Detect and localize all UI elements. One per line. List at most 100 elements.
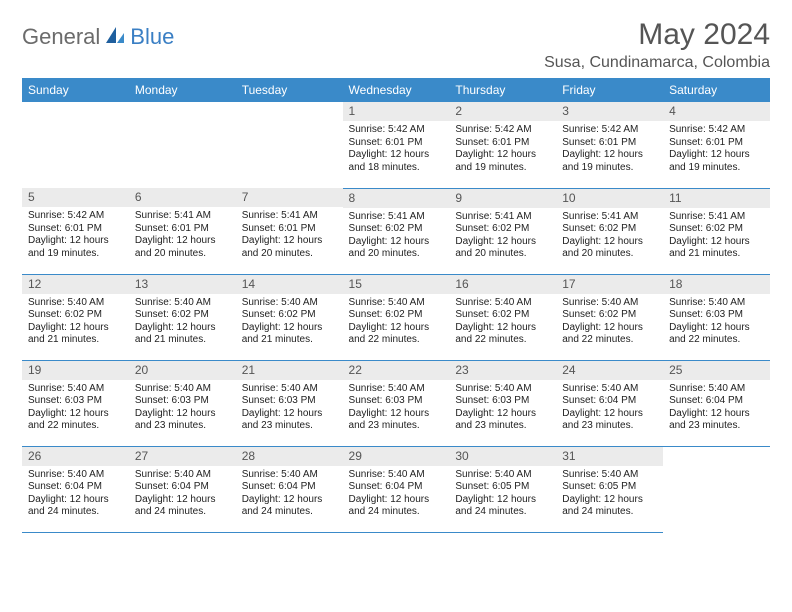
calendar-week-row: 1Sunrise: 5:42 AMSunset: 6:01 PMDaylight… [22, 102, 770, 188]
title-block: May 2024 Susa, Cundinamarca, Colombia [544, 18, 770, 72]
calendar-body: 1Sunrise: 5:42 AMSunset: 6:01 PMDaylight… [22, 102, 770, 532]
calendar-day-cell: 21Sunrise: 5:40 AMSunset: 6:03 PMDayligh… [236, 360, 343, 446]
calendar-day-cell: 20Sunrise: 5:40 AMSunset: 6:03 PMDayligh… [129, 360, 236, 446]
day-number: 13 [129, 275, 236, 294]
calendar-day-cell: 19Sunrise: 5:40 AMSunset: 6:03 PMDayligh… [22, 360, 129, 446]
weekday-header: Sunday [22, 78, 129, 102]
calendar-week-row: 19Sunrise: 5:40 AMSunset: 6:03 PMDayligh… [22, 360, 770, 446]
day-details: Sunrise: 5:41 AMSunset: 6:01 PMDaylight:… [236, 207, 343, 264]
day-number: 6 [129, 188, 236, 207]
calendar-day-cell: 28Sunrise: 5:40 AMSunset: 6:04 PMDayligh… [236, 446, 343, 532]
day-details: Sunrise: 5:42 AMSunset: 6:01 PMDaylight:… [449, 121, 556, 178]
day-details: Sunrise: 5:40 AMSunset: 6:04 PMDaylight:… [22, 466, 129, 523]
calendar-day-cell [22, 102, 129, 188]
calendar-day-cell: 23Sunrise: 5:40 AMSunset: 6:03 PMDayligh… [449, 360, 556, 446]
day-details: Sunrise: 5:40 AMSunset: 6:02 PMDaylight:… [129, 294, 236, 351]
day-details: Sunrise: 5:40 AMSunset: 6:03 PMDaylight:… [663, 294, 770, 351]
day-details: Sunrise: 5:40 AMSunset: 6:05 PMDaylight:… [449, 466, 556, 523]
day-details: Sunrise: 5:40 AMSunset: 6:03 PMDaylight:… [343, 380, 450, 437]
day-details: Sunrise: 5:42 AMSunset: 6:01 PMDaylight:… [663, 121, 770, 178]
day-number: 29 [343, 447, 450, 466]
day-number: 23 [449, 361, 556, 380]
day-number: 22 [343, 361, 450, 380]
day-number: 12 [22, 275, 129, 294]
calendar-day-cell: 25Sunrise: 5:40 AMSunset: 6:04 PMDayligh… [663, 360, 770, 446]
day-number: 10 [556, 189, 663, 208]
day-details: Sunrise: 5:40 AMSunset: 6:04 PMDaylight:… [129, 466, 236, 523]
day-number: 30 [449, 447, 556, 466]
day-details: Sunrise: 5:41 AMSunset: 6:02 PMDaylight:… [663, 208, 770, 265]
calendar-day-cell: 27Sunrise: 5:40 AMSunset: 6:04 PMDayligh… [129, 446, 236, 532]
sail-icon [104, 25, 126, 50]
day-number: 21 [236, 361, 343, 380]
day-details: Sunrise: 5:42 AMSunset: 6:01 PMDaylight:… [22, 207, 129, 264]
day-details: Sunrise: 5:41 AMSunset: 6:02 PMDaylight:… [449, 208, 556, 265]
day-details: Sunrise: 5:42 AMSunset: 6:01 PMDaylight:… [343, 121, 450, 178]
day-number: 25 [663, 361, 770, 380]
calendar-day-cell: 8Sunrise: 5:41 AMSunset: 6:02 PMDaylight… [343, 188, 450, 274]
calendar-day-cell: 9Sunrise: 5:41 AMSunset: 6:02 PMDaylight… [449, 188, 556, 274]
day-details: Sunrise: 5:40 AMSunset: 6:02 PMDaylight:… [236, 294, 343, 351]
weekday-header: Thursday [449, 78, 556, 102]
day-number: 18 [663, 275, 770, 294]
day-details: Sunrise: 5:40 AMSunset: 6:04 PMDaylight:… [343, 466, 450, 523]
calendar-day-cell: 3Sunrise: 5:42 AMSunset: 6:01 PMDaylight… [556, 102, 663, 188]
day-details: Sunrise: 5:40 AMSunset: 6:04 PMDaylight:… [236, 466, 343, 523]
day-details: Sunrise: 5:40 AMSunset: 6:02 PMDaylight:… [449, 294, 556, 351]
day-number: 11 [663, 189, 770, 208]
day-details: Sunrise: 5:41 AMSunset: 6:02 PMDaylight:… [556, 208, 663, 265]
calendar-table: SundayMondayTuesdayWednesdayThursdayFrid… [22, 78, 770, 533]
day-number: 2 [449, 102, 556, 121]
calendar-day-cell: 15Sunrise: 5:40 AMSunset: 6:02 PMDayligh… [343, 274, 450, 360]
weekday-header: Monday [129, 78, 236, 102]
day-details: Sunrise: 5:40 AMSunset: 6:03 PMDaylight:… [129, 380, 236, 437]
calendar-day-cell: 14Sunrise: 5:40 AMSunset: 6:02 PMDayligh… [236, 274, 343, 360]
day-number: 8 [343, 189, 450, 208]
day-details: Sunrise: 5:40 AMSunset: 6:04 PMDaylight:… [663, 380, 770, 437]
calendar-day-cell: 31Sunrise: 5:40 AMSunset: 6:05 PMDayligh… [556, 446, 663, 532]
brand-logo: General Blue [22, 18, 174, 50]
calendar-day-cell: 26Sunrise: 5:40 AMSunset: 6:04 PMDayligh… [22, 446, 129, 532]
calendar-week-row: 26Sunrise: 5:40 AMSunset: 6:04 PMDayligh… [22, 446, 770, 532]
calendar-day-cell: 11Sunrise: 5:41 AMSunset: 6:02 PMDayligh… [663, 188, 770, 274]
calendar-day-cell: 12Sunrise: 5:40 AMSunset: 6:02 PMDayligh… [22, 274, 129, 360]
day-number: 14 [236, 275, 343, 294]
brand-part2: Blue [130, 24, 174, 50]
month-title: May 2024 [544, 18, 770, 52]
calendar-day-cell: 1Sunrise: 5:42 AMSunset: 6:01 PMDaylight… [343, 102, 450, 188]
calendar-day-cell: 10Sunrise: 5:41 AMSunset: 6:02 PMDayligh… [556, 188, 663, 274]
day-number: 5 [22, 188, 129, 207]
day-details: Sunrise: 5:40 AMSunset: 6:05 PMDaylight:… [556, 466, 663, 523]
weekday-header: Friday [556, 78, 663, 102]
brand-part1: General [22, 24, 100, 50]
day-number: 28 [236, 447, 343, 466]
calendar-day-cell: 2Sunrise: 5:42 AMSunset: 6:01 PMDaylight… [449, 102, 556, 188]
calendar-day-cell: 5Sunrise: 5:42 AMSunset: 6:01 PMDaylight… [22, 188, 129, 274]
day-number: 15 [343, 275, 450, 294]
calendar-day-cell [663, 446, 770, 532]
calendar-week-row: 12Sunrise: 5:40 AMSunset: 6:02 PMDayligh… [22, 274, 770, 360]
calendar-day-cell: 13Sunrise: 5:40 AMSunset: 6:02 PMDayligh… [129, 274, 236, 360]
day-details: Sunrise: 5:40 AMSunset: 6:03 PMDaylight:… [22, 380, 129, 437]
day-details: Sunrise: 5:42 AMSunset: 6:01 PMDaylight:… [556, 121, 663, 178]
day-number: 26 [22, 447, 129, 466]
day-number: 3 [556, 102, 663, 121]
weekday-header: Tuesday [236, 78, 343, 102]
day-details: Sunrise: 5:40 AMSunset: 6:03 PMDaylight:… [236, 380, 343, 437]
day-number: 31 [556, 447, 663, 466]
weekday-header: Wednesday [343, 78, 450, 102]
calendar-day-cell: 16Sunrise: 5:40 AMSunset: 6:02 PMDayligh… [449, 274, 556, 360]
calendar-day-cell: 4Sunrise: 5:42 AMSunset: 6:01 PMDaylight… [663, 102, 770, 188]
day-details: Sunrise: 5:41 AMSunset: 6:02 PMDaylight:… [343, 208, 450, 265]
day-number: 1 [343, 102, 450, 121]
header: General Blue May 2024 Susa, Cundinamarca… [22, 18, 770, 72]
day-number: 4 [663, 102, 770, 121]
day-details: Sunrise: 5:40 AMSunset: 6:04 PMDaylight:… [556, 380, 663, 437]
calendar-day-cell [129, 102, 236, 188]
day-details: Sunrise: 5:40 AMSunset: 6:02 PMDaylight:… [556, 294, 663, 351]
day-number: 27 [129, 447, 236, 466]
day-details: Sunrise: 5:40 AMSunset: 6:02 PMDaylight:… [22, 294, 129, 351]
weekday-header: Saturday [663, 78, 770, 102]
day-number: 9 [449, 189, 556, 208]
day-number: 7 [236, 188, 343, 207]
